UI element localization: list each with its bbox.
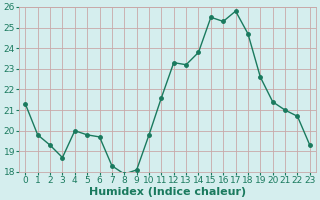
X-axis label: Humidex (Indice chaleur): Humidex (Indice chaleur) (89, 187, 246, 197)
